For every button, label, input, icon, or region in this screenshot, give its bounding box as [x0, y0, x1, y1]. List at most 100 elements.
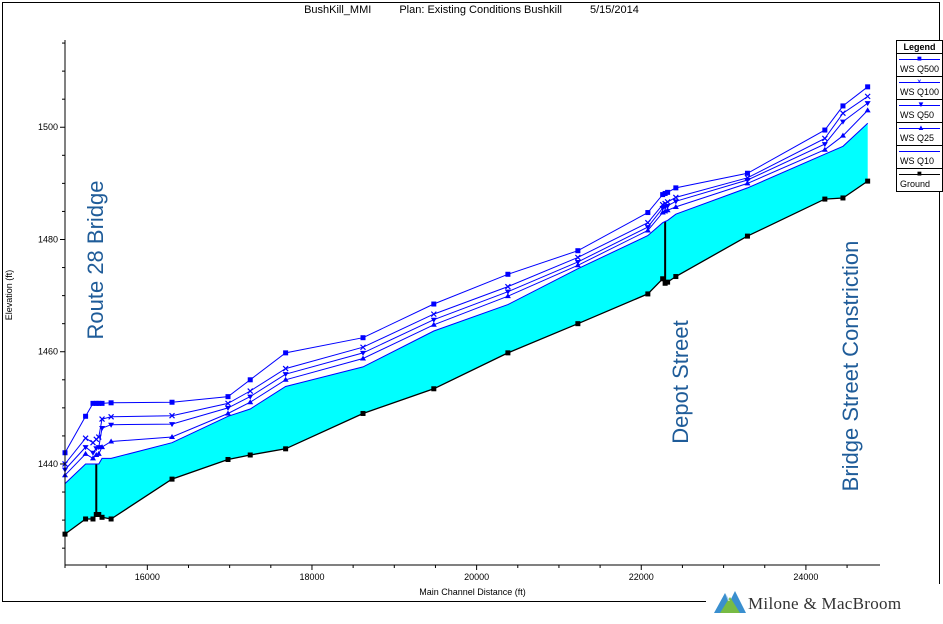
- legend-item: × WS Q100: [897, 77, 942, 100]
- y-tick-label-1480: 1480: [38, 234, 58, 244]
- point-ground-8: [225, 456, 231, 462]
- point-ws-q25-20: [744, 180, 751, 186]
- square-icon: ■: [917, 169, 922, 178]
- point-ws-q100-13: [504, 283, 511, 290]
- point-ws-q500-1: [83, 413, 89, 419]
- point-ws-q50-4: [95, 445, 102, 451]
- point-ws-q50-13: [504, 289, 511, 295]
- chart-frame: [2, 2, 940, 602]
- series-line-ws-q10: [64, 122, 869, 484]
- legend-label: Ground: [900, 179, 931, 189]
- point-ws-q25-5: [99, 444, 106, 450]
- legend-label: WS Q10: [900, 156, 935, 166]
- plan-date: 5/15/2014: [589, 4, 639, 16]
- point-ws-q50-2: [89, 450, 96, 456]
- annotations-layer: Route 28 Bridge Depot Street Bridge Street…: [83, 181, 863, 492]
- point-ground-6: [108, 516, 114, 522]
- x-axis-title: Main Channel Distance (ft): [419, 587, 526, 597]
- y-axis-title: Elevation (ft): [4, 270, 14, 321]
- point-ground-20: [744, 233, 750, 239]
- series-line-ws-q100: [64, 95, 868, 465]
- point-ws-q100-23: [864, 93, 871, 100]
- logo-text: Milone & MacBroom: [748, 594, 902, 613]
- x-tick-label-16000: 16000: [135, 572, 160, 582]
- point-ws-q100-11: [360, 344, 366, 351]
- point-ws-q50-10: [282, 372, 289, 378]
- company-logo: Milone & MacBroom: [706, 584, 943, 624]
- point-ws-q25-11: [360, 355, 367, 361]
- point-ws-q100-9: [247, 388, 254, 394]
- square-icon: ■: [917, 54, 922, 63]
- point-ws-q100-18: [664, 198, 671, 205]
- point-ws-q500-6: [108, 400, 114, 406]
- water-surface-fill: [65, 123, 868, 535]
- triangle-down-icon: ▼: [917, 100, 925, 109]
- point-ws-q500-9: [247, 377, 253, 383]
- point-ws-q50-5: [99, 426, 106, 432]
- legend-label: WS Q500: [900, 64, 940, 74]
- point-ws-q50-12: [430, 317, 437, 323]
- point-ws-q500-14: [575, 248, 581, 254]
- y-tick-label-1440: 1440: [38, 459, 58, 469]
- x-tick-label-18000: 18000: [299, 572, 324, 582]
- water-fill-layer: [65, 123, 868, 535]
- legend-item: ▼ WS Q50: [897, 100, 942, 123]
- point-ws-q25-15: [644, 227, 651, 233]
- point-ws-q25-2: [89, 455, 96, 461]
- point-ws-q500-4: [96, 400, 102, 406]
- point-ws-q25-19: [672, 203, 679, 209]
- legend-label: WS Q100: [900, 87, 940, 97]
- point-ws-q25-10: [282, 376, 289, 382]
- point-ws-q500-22: [840, 103, 846, 109]
- point-ws-q25-23: [864, 107, 871, 113]
- point-ws-q100-15: [644, 219, 651, 226]
- legend-label: WS Q50: [900, 110, 935, 120]
- point-ws-q50-7: [169, 422, 176, 428]
- legend-item: WS Q10: [897, 146, 942, 169]
- legend-line: [899, 174, 940, 175]
- point-ws-q500-11: [360, 335, 366, 341]
- point-ground-2: [90, 516, 96, 522]
- point-ws-q50-1: [82, 445, 89, 451]
- point-ground-23: [865, 178, 871, 184]
- point-ws-q500-2: [90, 400, 96, 406]
- legend-line: [899, 151, 940, 152]
- point-ws-q100-21: [821, 135, 828, 142]
- point-ws-q25-22: [839, 132, 846, 138]
- point-ws-q50-23: [864, 101, 871, 107]
- point-ws-q50-19: [672, 199, 679, 205]
- point-ws-q500-5: [99, 400, 105, 406]
- y-tick-label-1500: 1500: [38, 122, 58, 132]
- plan-name: Plan: Existing Conditions Bushkill: [399, 4, 562, 16]
- point-ws-q100-8: [225, 400, 231, 407]
- project-name: BushKill_MMI: [304, 4, 372, 16]
- point-ws-q100-22: [840, 110, 846, 117]
- point-ground-18: [665, 279, 671, 285]
- series-line-ws-q50: [64, 102, 868, 470]
- legend-items: ■ WS Q500 × WS Q100 ▼ WS Q50 ▲ WS Q25 WS Q10 ■ Gro…: [897, 54, 942, 191]
- point-ws-q500-15: [645, 210, 651, 216]
- point-ws-q50-18: [664, 203, 671, 209]
- point-ground-15: [645, 291, 651, 297]
- point-ws-q500-20: [744, 170, 750, 176]
- point-ws-q50-11: [360, 350, 367, 356]
- point-ground-10: [283, 446, 289, 452]
- point-ground-9: [247, 452, 253, 458]
- x-tick-label-24000: 24000: [793, 572, 818, 582]
- annotation-1: Depot Street: [668, 320, 693, 444]
- point-ws-q500-21: [822, 127, 828, 133]
- legend-title: Legend: [897, 41, 942, 54]
- legend: Legend ■ WS Q500 × WS Q100 ▼ WS Q50 ▲ WS Q25 WS …: [896, 40, 943, 192]
- point-ws-q100-7: [169, 412, 175, 419]
- point-ws-q500-8: [225, 394, 231, 400]
- point-ws-q100-5: [99, 416, 105, 423]
- point-ground-13: [505, 350, 511, 356]
- point-ground-21: [822, 196, 828, 202]
- point-ground-22: [840, 195, 846, 201]
- annotation-2: Bridge Street Constriction: [838, 241, 863, 492]
- point-ws-q25-14: [574, 262, 581, 268]
- point-ground-7: [169, 476, 175, 482]
- point-ws-q500-12: [431, 301, 437, 307]
- point-ws-q50-9: [247, 394, 254, 400]
